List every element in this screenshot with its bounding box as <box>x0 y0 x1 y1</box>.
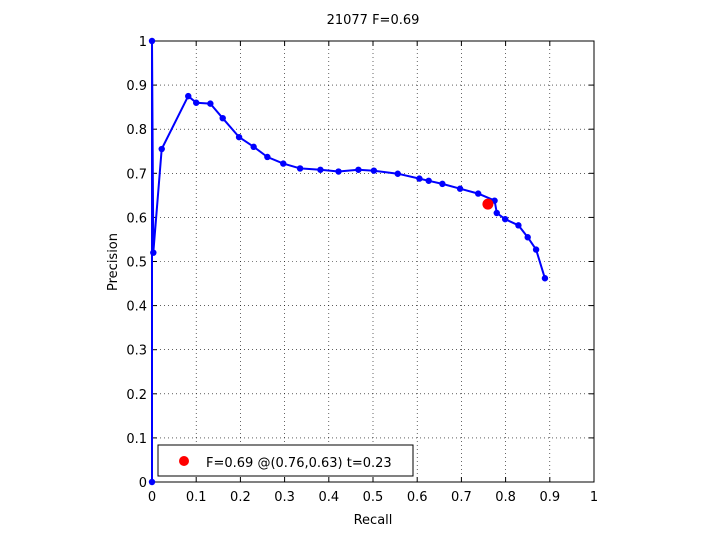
data-point <box>501 215 509 223</box>
y-tick-label: 0.4 <box>126 300 147 315</box>
x-tick-label: 0.2 <box>230 490 251 505</box>
data-point <box>264 153 271 161</box>
y-tick-label: 0.9 <box>126 79 147 94</box>
data-point <box>515 222 522 229</box>
axis-ticks: 0 0.1 0.2 0.3 0.4 0.5 0.6 0.7 0.8 0.9 1 0 0.1 0.2 0.3 0… <box>126 35 598 505</box>
legend-entry: F=0.69 @(0.76,0.63) t=0.23 <box>206 456 392 471</box>
y-tick-label: 0.5 <box>126 256 147 271</box>
data-point <box>280 160 287 167</box>
y-tick-label: 0.8 <box>126 123 147 138</box>
x-tick-label: 0 <box>148 490 156 505</box>
data-point <box>524 234 531 241</box>
x-tick-label: 0.4 <box>318 490 339 505</box>
data-point <box>219 114 226 122</box>
x-tick-label: 0.1 <box>186 490 207 505</box>
data-point <box>456 185 464 192</box>
data-point <box>296 165 304 172</box>
data-point <box>207 100 214 107</box>
series-layer <box>148 37 549 486</box>
data-point <box>532 246 540 253</box>
data-point <box>148 478 156 486</box>
y-tick-label: 0 <box>139 476 147 491</box>
x-tick-label: 0.7 <box>451 490 472 505</box>
data-point <box>394 170 401 177</box>
best-f-point <box>482 198 494 210</box>
x-axis-label: Recall <box>354 513 393 528</box>
x-tick-label: 0.5 <box>363 490 384 505</box>
data-point <box>235 133 243 141</box>
legend-marker <box>179 456 189 466</box>
legend: F=0.69 @(0.76,0.63) t=0.23 <box>157 444 414 477</box>
data-point <box>185 92 192 100</box>
y-tick-label: 0.1 <box>126 432 147 447</box>
data-point <box>148 37 156 45</box>
x-tick-label: 0.3 <box>274 490 295 505</box>
legend-box <box>157 444 414 477</box>
x-tick-label: 0.6 <box>407 490 428 505</box>
data-point <box>474 190 482 197</box>
data-point <box>425 177 432 184</box>
y-tick-label: 0.2 <box>126 388 147 403</box>
data-point <box>541 275 549 282</box>
data-point <box>335 168 342 175</box>
x-tick-label: 1 <box>590 490 598 505</box>
y-tick-label: 1 <box>139 35 147 50</box>
data-point <box>416 175 423 182</box>
data-point <box>150 249 157 256</box>
grid-lines <box>152 41 594 482</box>
data-point <box>158 145 165 153</box>
data-point <box>250 143 257 151</box>
y-tick-label: 0.3 <box>126 344 147 359</box>
data-point <box>355 166 362 173</box>
y-axis-label: Precision <box>106 233 121 291</box>
chart-title: 21077 F=0.69 <box>327 13 420 28</box>
x-tick-label: 0.9 <box>539 490 560 505</box>
y-tick-label: 0.7 <box>126 167 147 182</box>
data-point <box>493 209 500 217</box>
x-tick-label: 0.8 <box>495 490 516 505</box>
data-point <box>317 166 324 173</box>
data-point <box>193 99 200 106</box>
data-point <box>439 180 446 188</box>
y-tick-label: 0.6 <box>126 211 147 226</box>
data-point <box>370 167 378 174</box>
